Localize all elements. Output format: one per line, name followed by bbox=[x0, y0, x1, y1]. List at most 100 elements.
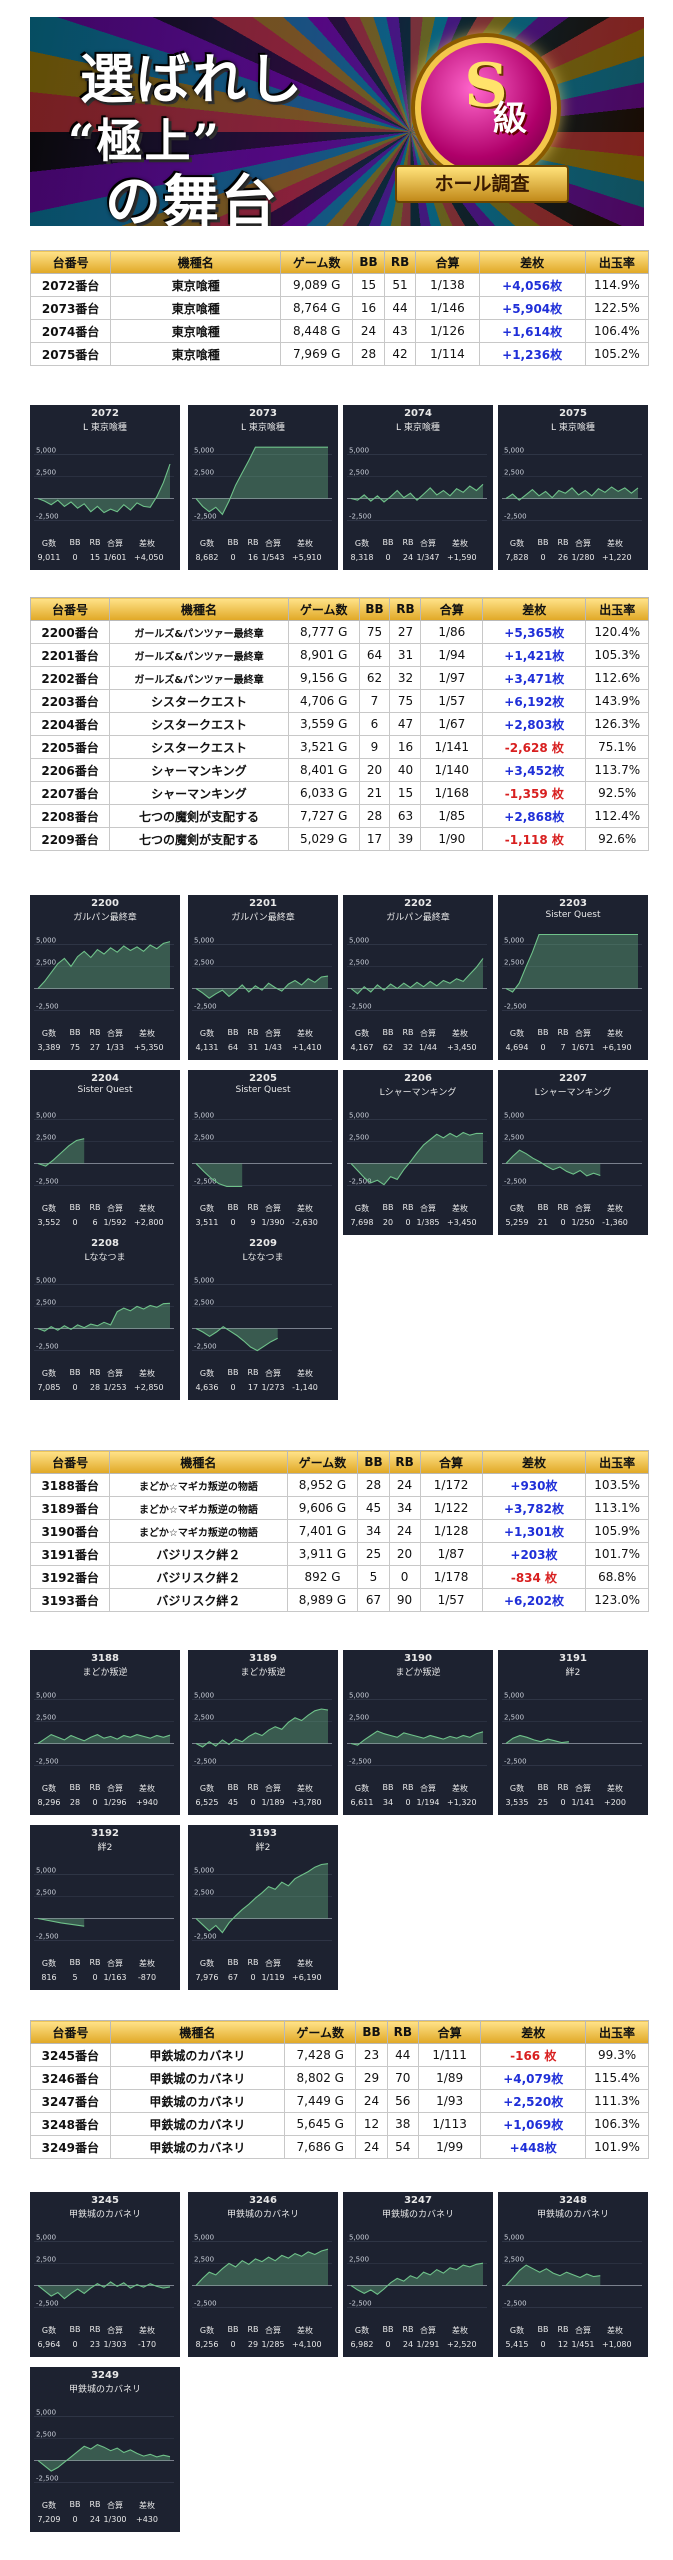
stat-value[interactable]: +4,100 bbox=[292, 2340, 322, 2349]
rb-count[interactable]: 40 bbox=[389, 758, 422, 782]
machine-name[interactable]: 七つの魔剣が支配する bbox=[109, 804, 289, 828]
stat-label[interactable]: RB bbox=[402, 1783, 414, 1792]
stat-value[interactable]: 0 bbox=[560, 1798, 566, 1807]
slump-graph[interactable]: 2073 L 東京喰種 5,000 2,500 -2,500 G数 BB RB 合算 差枚 8,68… bbox=[188, 405, 338, 570]
combined-rate[interactable]: 1/85 bbox=[420, 804, 484, 828]
machine-number[interactable]: 2203番台 bbox=[29, 689, 111, 713]
stat-value[interactable]: 4,636 bbox=[195, 1383, 219, 1392]
coin-diff[interactable]: -2,628 枚 bbox=[482, 735, 587, 759]
coin-diff[interactable]: +3,471枚 bbox=[482, 666, 587, 690]
stat-value[interactable]: 6,982 bbox=[350, 2340, 374, 2349]
stat-label[interactable]: 差枚 bbox=[607, 1784, 623, 1793]
stat-label[interactable]: RB bbox=[247, 1783, 259, 1792]
stat-label[interactable]: 合算 bbox=[265, 539, 281, 548]
graph-machine-name[interactable]: 甲鉄城のカバネリ bbox=[68, 2210, 141, 2220]
stat-label[interactable]: 合算 bbox=[265, 1959, 281, 1968]
slump-graph[interactable]: 3189 まどか叛逆 5,000 2,500 -2,500 G数 BB RB 合算 差枚 6,525… bbox=[188, 1650, 338, 1815]
coin-diff[interactable]: +2,520枚 bbox=[480, 2089, 587, 2113]
stat-label[interactable]: 合算 bbox=[420, 1204, 436, 1213]
table-row[interactable]: 3190番台 まどか☆マギカ叛逆の物語 7,401 G 34 24 1/128 +1,301… bbox=[29, 1519, 649, 1543]
rb-count[interactable]: 44 bbox=[386, 2043, 419, 2067]
stat-value[interactable]: 0 bbox=[540, 2340, 546, 2349]
payout-rate[interactable]: 101.7% bbox=[585, 1542, 649, 1566]
graph-machine-name[interactable]: 甲鉄城のカバネリ bbox=[68, 2385, 141, 2395]
combined-rate[interactable]: 1/168 bbox=[420, 781, 484, 805]
rb-count[interactable]: 24 bbox=[388, 1519, 421, 1543]
stat-label[interactable]: 差枚 bbox=[139, 1369, 155, 1378]
stat-label[interactable]: BB bbox=[382, 1783, 394, 1792]
rb-count[interactable]: 63 bbox=[389, 804, 422, 828]
machine-number[interactable]: 2207番台 bbox=[29, 781, 111, 805]
stat-label[interactable]: 差枚 bbox=[297, 1784, 313, 1793]
slump-graph[interactable]: 2074 L 東京喰種 5,000 2,500 -2,500 G数 BB RB 合算 差枚 8,31… bbox=[343, 405, 493, 570]
graph-machine-number[interactable]: 3189 bbox=[249, 1653, 277, 1664]
stat-label[interactable]: 合算 bbox=[265, 1784, 281, 1793]
table-row[interactable]: 3249番台 甲鉄城のカバネリ 7,686 G 24 54 1/99 +448枚 101.9% bbox=[30, 2135, 649, 2159]
stat-value[interactable]: 3,389 bbox=[37, 1043, 61, 1052]
stat-value[interactable]: 0 bbox=[72, 2340, 78, 2349]
stat-label[interactable]: 合算 bbox=[420, 1029, 436, 1038]
combined-rate[interactable]: 1/146 bbox=[415, 296, 480, 320]
bb-count[interactable]: 64 bbox=[358, 643, 391, 667]
coin-diff[interactable]: +448枚 bbox=[480, 2135, 587, 2159]
stat-label[interactable]: RB bbox=[247, 1203, 259, 1212]
graph-machine-name[interactable]: Sister Quest bbox=[77, 1085, 133, 1095]
graph-machine-name[interactable]: Lななつま bbox=[242, 1253, 284, 1263]
stat-value[interactable]: 1/250 bbox=[571, 1218, 595, 1227]
stat-label[interactable]: G数 bbox=[199, 539, 215, 548]
graph-machine-number[interactable]: 2075 bbox=[559, 408, 587, 419]
stat-value[interactable]: 1/44 bbox=[419, 1043, 437, 1052]
column-header[interactable]: 合算 bbox=[417, 2020, 482, 2044]
column-header[interactable]: 合算 bbox=[419, 1450, 483, 1474]
column-header[interactable]: 合算 bbox=[415, 250, 480, 274]
stat-label[interactable]: RB bbox=[557, 1783, 569, 1792]
stat-value[interactable]: +2,850 bbox=[134, 1383, 164, 1392]
column-header[interactable]: 合算 bbox=[420, 597, 484, 621]
game-count[interactable]: 7,969 G bbox=[280, 342, 354, 366]
bb-count[interactable]: 15 bbox=[352, 273, 385, 297]
combined-rate[interactable]: 1/128 bbox=[419, 1519, 483, 1543]
coin-diff[interactable]: +930枚 bbox=[481, 1473, 587, 1497]
stat-value[interactable]: 17 bbox=[247, 1383, 259, 1392]
stat-value[interactable]: 1/390 bbox=[261, 1218, 285, 1227]
slump-graph[interactable]: 2206 Lシャーマンキング 5,000 2,500 -2,500 G数 BB RB 合算 差枚 7… bbox=[343, 1070, 493, 1235]
rb-count[interactable]: 70 bbox=[386, 2066, 419, 2090]
stat-label[interactable]: BB bbox=[69, 2500, 81, 2509]
game-count[interactable]: 3,911 G bbox=[286, 1542, 359, 1566]
column-header[interactable]: 機種名 bbox=[110, 250, 282, 274]
stat-label[interactable]: G数 bbox=[199, 1029, 215, 1038]
stat-label[interactable]: BB bbox=[69, 2325, 81, 2334]
stat-value[interactable]: 1/451 bbox=[571, 2340, 595, 2349]
stat-value[interactable]: 816 bbox=[41, 1973, 57, 1982]
stat-label[interactable]: RB bbox=[247, 1368, 259, 1377]
bb-count[interactable]: 28 bbox=[358, 804, 391, 828]
stat-value[interactable]: 1/347 bbox=[416, 553, 440, 562]
coin-diff[interactable]: +5,365枚 bbox=[482, 620, 587, 644]
stat-label[interactable]: 合算 bbox=[107, 1029, 123, 1038]
column-header[interactable]: 差枚 bbox=[481, 1450, 587, 1474]
stat-label[interactable]: BB bbox=[382, 538, 394, 547]
stat-label[interactable]: 差枚 bbox=[297, 1959, 313, 1968]
rb-count[interactable]: 32 bbox=[389, 666, 422, 690]
table-row[interactable]: 2203番台 シスタークエスト 4,706 G 7 75 1/57 +6,192枚 143.9… bbox=[29, 689, 649, 713]
payout-rate[interactable]: 105.9% bbox=[585, 1519, 649, 1543]
combined-rate[interactable]: 1/172 bbox=[419, 1473, 483, 1497]
slump-graph[interactable]: 2209 Lななつま 5,000 2,500 -2,500 G数 BB RB 合算 差枚 4,636… bbox=[188, 1235, 338, 1400]
column-header[interactable]: 差枚 bbox=[478, 250, 586, 274]
table-row[interactable]: 2207番台 シャーマンキング 6,033 G 21 15 1/168 -1,359 枚 92… bbox=[29, 781, 649, 805]
graph-machine-number[interactable]: 2072 bbox=[91, 408, 119, 419]
graph-machine-number[interactable]: 3190 bbox=[404, 1653, 432, 1664]
stat-value[interactable]: 4,131 bbox=[195, 1043, 219, 1052]
stat-value[interactable]: 0 bbox=[385, 2340, 391, 2349]
payout-rate[interactable]: 114.9% bbox=[584, 273, 650, 297]
machine-name[interactable]: まどか☆マギカ叛逆の物語 bbox=[109, 1519, 288, 1543]
payout-rate[interactable]: 113.7% bbox=[585, 758, 649, 782]
machine-name[interactable]: シャーマンキング bbox=[109, 758, 289, 782]
rb-count[interactable]: 39 bbox=[389, 827, 422, 851]
coin-diff[interactable]: +1,301枚 bbox=[481, 1519, 587, 1543]
graph-machine-name[interactable]: まどか叛逆 bbox=[82, 1668, 128, 1678]
stat-value[interactable]: +1,410 bbox=[292, 1043, 322, 1052]
coin-diff[interactable]: +1,421枚 bbox=[482, 643, 587, 667]
stat-value[interactable]: -170 bbox=[137, 2340, 157, 2349]
